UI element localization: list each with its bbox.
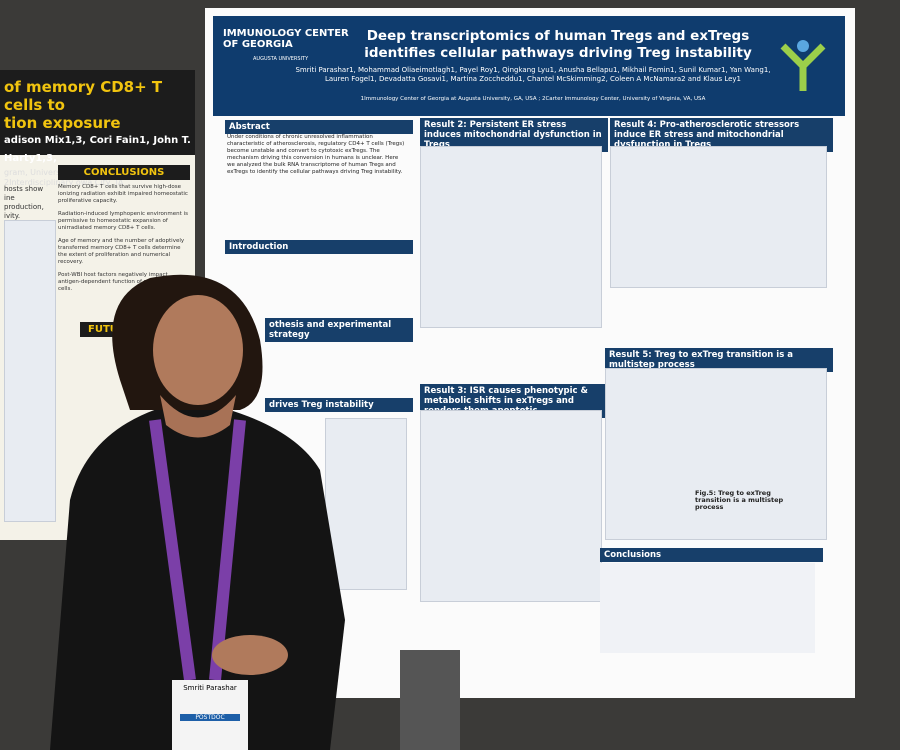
figure [605, 368, 827, 540]
section-heading: Introduction [225, 240, 413, 254]
badge-tag: POSTDOC [180, 714, 240, 721]
conclusions-box [600, 563, 815, 653]
title-line: of memory CD8+ T cells to [4, 78, 163, 114]
figure [420, 410, 602, 602]
conclusion: Age of memory and the number of adoptive… [58, 238, 185, 265]
conclusions-box: CONCLUSIONS Memory CD8+ T cells that sur… [58, 165, 190, 293]
institution-sub: AUGUSTA UNIVERSITY [253, 56, 309, 62]
affiliations: 1Immunology Center of Georgia at Augusta… [360, 96, 706, 102]
section-heading: othesis and experimental strategy [265, 318, 413, 342]
badge-name: Smriti Parashar [183, 684, 237, 692]
abstract-text: Under conditions of chronic unresolved i… [227, 134, 405, 175]
conclusion: Memory CD8+ T cells that survive high-do… [58, 184, 188, 204]
conclusions-heading: CONCLUSIONS [58, 165, 190, 180]
figure [610, 146, 827, 288]
name-badge: Smriti Parashar POSTDOC [172, 680, 248, 750]
figure [420, 146, 602, 328]
conclusion: Radiation-induced lymphopenic environmen… [58, 211, 188, 231]
figure [325, 418, 407, 590]
authors: adison Mix1,3, Cori Fain1, John T. Harty… [4, 135, 191, 164]
figure-caption: Fig.5: Treg to exTreg transition is a mu… [695, 489, 784, 511]
section-heading: Conclusions [600, 548, 823, 562]
section-heading: Abstract [225, 120, 413, 134]
title-line: tion exposure [4, 114, 121, 132]
conclusion: Post-WBI host factors negatively impact … [58, 272, 190, 292]
figure [4, 220, 56, 522]
results-text: hosts show ine production, ivity. [4, 185, 44, 220]
institution: IMMUNOLOGY CENTER OF GEORGIA [223, 28, 349, 50]
logo [780, 40, 826, 91]
title-line: Deep transcriptomics of human Tregs and … [366, 28, 750, 44]
section-heading: drives Treg instability [265, 398, 413, 412]
poster-header: IMMUNOLOGY CENTER OF GEORGIA AUGUSTA UNI… [213, 16, 845, 116]
poster-title: Deep transcriptomics of human Tregs and … [363, 28, 753, 62]
authors: Smriti Parashar1, Mohammad Oliaeimotlagh… [295, 66, 771, 83]
title-line: identifies cellular pathways driving Tre… [364, 45, 752, 61]
